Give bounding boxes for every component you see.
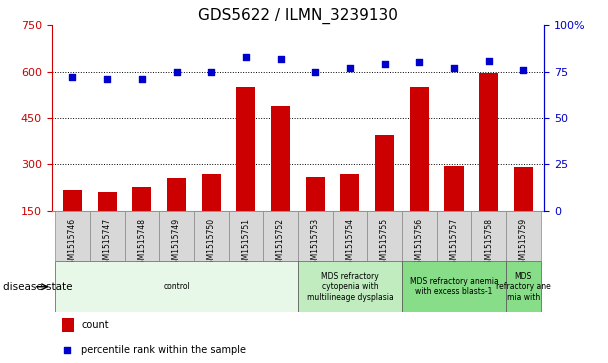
- Text: GSM1515747: GSM1515747: [103, 218, 112, 269]
- Bar: [306, 176, 325, 211]
- Bar: [194, 211, 229, 261]
- Text: GSM1515758: GSM1515758: [484, 218, 493, 269]
- Text: GSM1515752: GSM1515752: [276, 218, 285, 269]
- Bar: [98, 192, 117, 211]
- Bar: [402, 211, 437, 261]
- Bar: [159, 211, 194, 261]
- Bar: [367, 211, 402, 261]
- Bar: [340, 174, 359, 211]
- Text: MDS refractory anemia
with excess blasts-1: MDS refractory anemia with excess blasts…: [410, 277, 499, 297]
- Text: percentile rank within the sample: percentile rank within the sample: [81, 345, 246, 355]
- Point: [102, 76, 112, 82]
- Bar: [410, 87, 429, 211]
- Point: [311, 69, 320, 75]
- Bar: [237, 87, 255, 211]
- Bar: [298, 211, 333, 261]
- Bar: [63, 191, 82, 211]
- Text: GSM1515755: GSM1515755: [380, 218, 389, 269]
- Bar: [444, 166, 463, 211]
- Bar: [506, 211, 541, 261]
- Point: [484, 58, 494, 64]
- Text: control: control: [163, 282, 190, 291]
- Bar: [375, 135, 394, 211]
- Bar: [437, 211, 471, 261]
- Bar: [479, 73, 498, 211]
- Bar: [61, 318, 74, 332]
- Text: GSM1515757: GSM1515757: [449, 218, 458, 269]
- Bar: [55, 211, 90, 261]
- Text: GSM1515748: GSM1515748: [137, 218, 147, 269]
- Bar: [471, 211, 506, 261]
- Point: [206, 69, 216, 75]
- Bar: [125, 211, 159, 261]
- Point: [519, 67, 528, 73]
- Point: [171, 69, 181, 75]
- Point: [67, 74, 77, 80]
- Point: [415, 60, 424, 65]
- Text: GSM1515749: GSM1515749: [172, 218, 181, 269]
- Point: [449, 65, 459, 71]
- Title: GDS5622 / ILMN_3239130: GDS5622 / ILMN_3239130: [198, 8, 398, 24]
- Text: GSM1515759: GSM1515759: [519, 218, 528, 269]
- Text: GSM1515750: GSM1515750: [207, 218, 216, 269]
- Bar: [298, 261, 402, 312]
- Text: GSM1515756: GSM1515756: [415, 218, 424, 269]
- Text: GSM1515753: GSM1515753: [311, 218, 320, 269]
- Bar: [271, 106, 290, 211]
- Text: GSM1515751: GSM1515751: [241, 218, 250, 269]
- Bar: [506, 261, 541, 312]
- Bar: [167, 178, 186, 211]
- Bar: [514, 167, 533, 211]
- Bar: [55, 261, 298, 312]
- Point: [63, 347, 72, 353]
- Bar: [402, 261, 506, 312]
- Text: MDS refractory
cytopenia with
multilineage dysplasia: MDS refractory cytopenia with multilinea…: [306, 272, 393, 302]
- Bar: [90, 211, 125, 261]
- Bar: [333, 211, 367, 261]
- Point: [275, 56, 285, 62]
- Text: GSM1515754: GSM1515754: [345, 218, 354, 269]
- Bar: [202, 174, 221, 211]
- Text: count: count: [81, 321, 109, 330]
- Text: disease state: disease state: [3, 282, 72, 292]
- Point: [137, 76, 147, 82]
- Point: [345, 65, 355, 71]
- Point: [380, 61, 390, 67]
- Bar: [133, 187, 151, 211]
- Text: MDS
refractory ane
mia with: MDS refractory ane mia with: [496, 272, 551, 302]
- Bar: [229, 211, 263, 261]
- Text: GSM1515746: GSM1515746: [68, 218, 77, 269]
- Point: [241, 54, 250, 60]
- Bar: [263, 211, 298, 261]
